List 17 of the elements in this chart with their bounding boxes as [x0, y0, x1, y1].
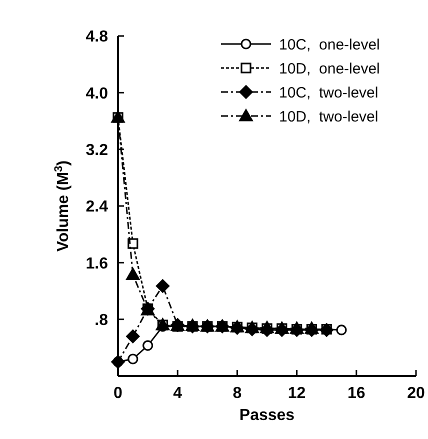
x-tick-label: 16 [348, 385, 366, 402]
y-tick-label: 4.8 [86, 28, 108, 46]
legend-label: 10C, two-level [279, 84, 378, 102]
x-axis-title: Passes [239, 407, 295, 424]
y-tick-label: 1.6 [86, 255, 108, 272]
legend-label: 10D, two-level [279, 108, 378, 126]
x-tick-label: 12 [288, 385, 306, 402]
y-tick-label: .8 [94, 312, 108, 329]
x-tick-label: 4 [173, 385, 182, 402]
x-tick-label: 0 [114, 385, 123, 402]
y-tick-label: 2.4 [86, 198, 108, 216]
legend-label: 10D, one-level [279, 60, 380, 78]
y-tick-label: 3.2 [86, 142, 108, 159]
x-tick-label: 8 [232, 385, 242, 402]
y-tick-label: 4.0 [86, 85, 108, 102]
x-tick-label: 20 [407, 385, 425, 402]
legend-label: 10C, one-level [279, 36, 380, 54]
